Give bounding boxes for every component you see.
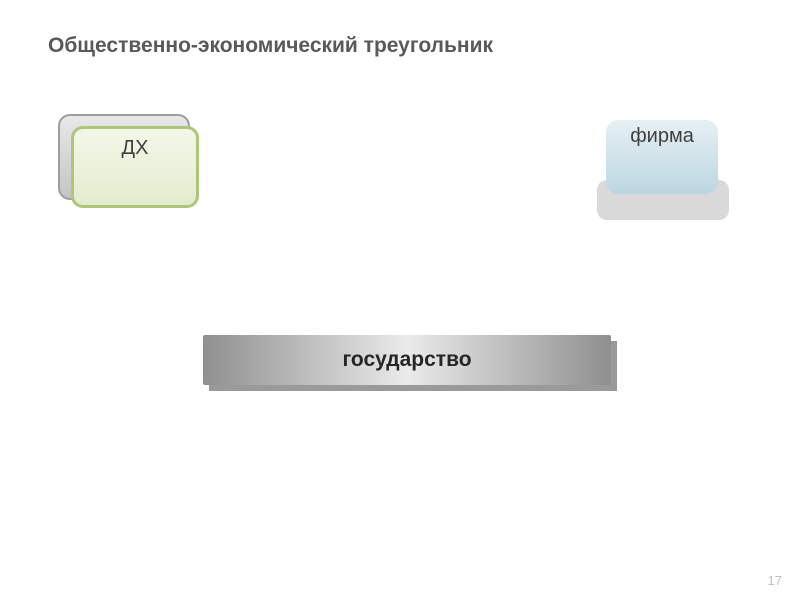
gov-bar: государство	[203, 335, 611, 385]
slide: Общественно-экономический треугольник ДХ…	[0, 0, 800, 600]
firm-box: фирма	[606, 120, 718, 194]
dx-box: ДХ	[71, 126, 199, 208]
gov-label: государство	[342, 348, 471, 372]
page-number: 17	[768, 573, 782, 588]
slide-title: Общественно-экономический треугольник	[48, 34, 493, 58]
firm-label: фирма	[630, 124, 694, 148]
dx-label: ДХ	[122, 137, 149, 160]
